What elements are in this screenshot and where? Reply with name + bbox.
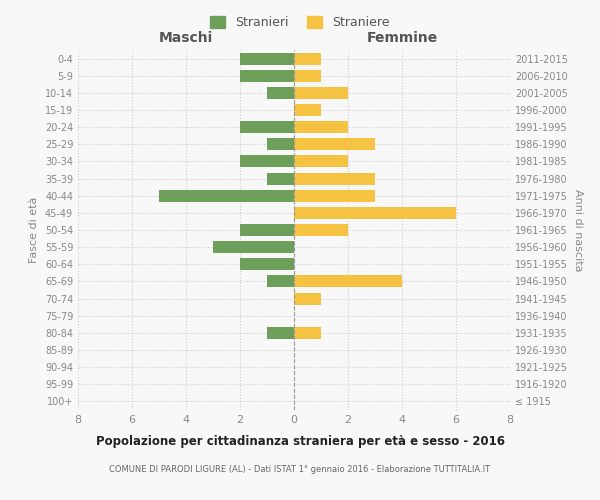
Bar [294,207,456,219]
Bar [267,327,294,339]
Bar [294,190,375,202]
Bar [240,121,294,133]
Text: Femmine: Femmine [367,31,437,45]
Bar [294,224,348,236]
Y-axis label: Anni di nascita: Anni di nascita [573,188,583,271]
Bar [294,327,321,339]
Bar [267,276,294,287]
Bar [294,292,321,304]
Y-axis label: Fasce di età: Fasce di età [29,197,39,263]
Bar [240,156,294,168]
Bar [240,70,294,82]
Text: COMUNE DI PARODI LIGURE (AL) - Dati ISTAT 1° gennaio 2016 - Elaborazione TUTTITA: COMUNE DI PARODI LIGURE (AL) - Dati ISTA… [109,465,491,474]
Bar [294,70,321,82]
Bar [294,156,348,168]
Bar [267,138,294,150]
Bar [213,241,294,253]
Bar [240,258,294,270]
Bar [294,276,402,287]
Bar [240,224,294,236]
Bar [294,87,348,99]
Text: Maschi: Maschi [159,31,213,45]
Text: Popolazione per cittadinanza straniera per età e sesso - 2016: Popolazione per cittadinanza straniera p… [95,435,505,448]
Bar [267,87,294,99]
Bar [267,172,294,184]
Legend: Stranieri, Straniere: Stranieri, Straniere [205,11,395,34]
Bar [294,104,321,116]
Bar [240,52,294,64]
Bar [294,52,321,64]
Bar [294,138,375,150]
Bar [159,190,294,202]
Bar [294,121,348,133]
Bar [294,172,375,184]
